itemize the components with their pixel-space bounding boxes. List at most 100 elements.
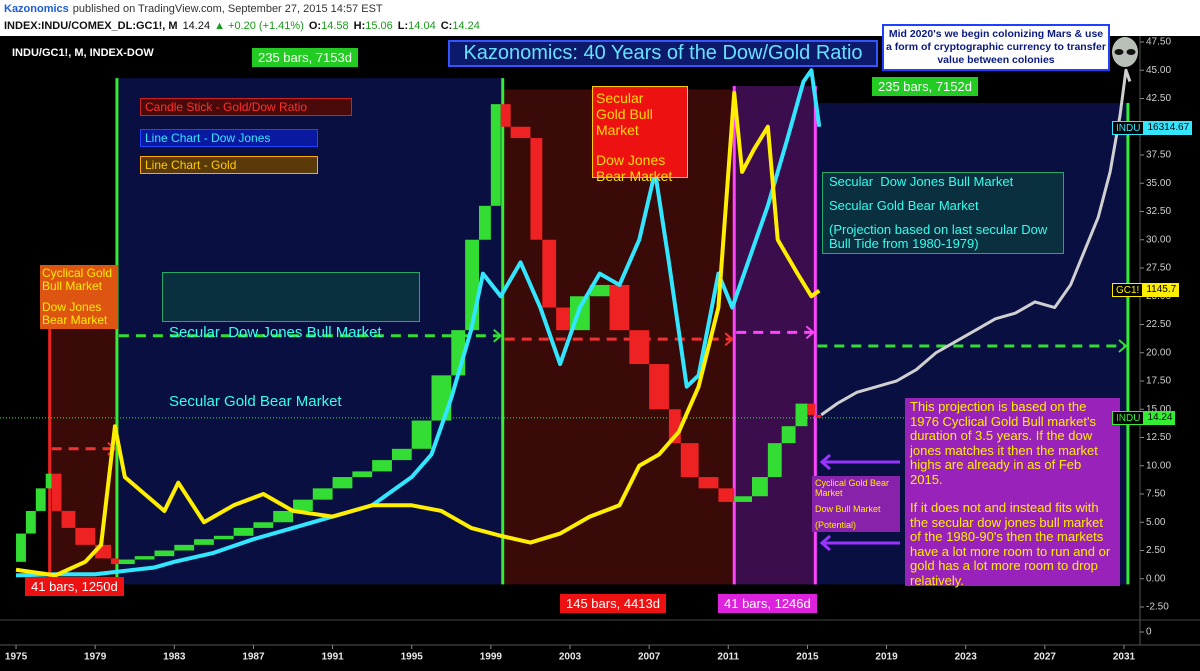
close-label: C: (441, 20, 453, 32)
x-tick-label: 2027 (1034, 652, 1057, 663)
alien-head (1112, 37, 1138, 67)
high-label: H: (354, 20, 366, 32)
series-line (820, 68, 1132, 417)
price-label: INDU 14.24 (1112, 410, 1176, 425)
note-text: Cyclical Gold Bull Market (42, 266, 113, 293)
legend-entry: Candle Stick - Gold/Dow Ratio (140, 98, 352, 116)
price-label: GC1! 1145.7 (1112, 283, 1180, 297)
candle (312, 488, 333, 500)
candle (815, 414, 822, 418)
y-tick-label: 10.00 (1146, 460, 1171, 471)
price-symbol: GC1! (1112, 283, 1144, 297)
candle (609, 284, 630, 331)
price-symbol: INDU (1112, 410, 1145, 425)
close: 14.24 (452, 20, 480, 32)
candle (649, 364, 669, 410)
candle (25, 510, 36, 534)
x-tick-label: 2003 (559, 652, 582, 663)
note-box: Secular Gold Bull Market Dow Jones Bear … (592, 86, 688, 184)
candle (35, 488, 46, 511)
y-tick-label: 7.50 (1146, 489, 1166, 500)
note-text: Dow Jones Bear Market (42, 300, 108, 327)
candle (680, 443, 699, 478)
level-arrow (805, 325, 815, 340)
candle (332, 477, 353, 489)
y-tick-label: 47.50 (1146, 37, 1171, 48)
candle (233, 527, 254, 536)
x-tick-label: 2011 (717, 652, 739, 663)
y-tick-label: 35.00 (1146, 178, 1171, 189)
candle (795, 403, 808, 427)
y-tick-label: -2.50 (1146, 602, 1169, 613)
last-price: 14.24 (183, 20, 211, 32)
candle (589, 284, 610, 297)
candle (352, 471, 373, 478)
bars-note: 41 bars, 1250d (25, 577, 124, 596)
candle (478, 205, 491, 240)
alien-icon (1112, 37, 1138, 67)
series-line (15, 68, 822, 578)
candle (51, 473, 62, 511)
note-box: Secular Dow Jones Bull Market Secular Go… (822, 172, 1064, 254)
y-tick-label: 42.50 (1146, 93, 1171, 104)
y-tick-label: 45.00 (1146, 65, 1171, 76)
candle (411, 420, 432, 449)
candle (530, 138, 543, 240)
candle (293, 499, 313, 511)
y-tick-label: 27.50 (1146, 263, 1171, 274)
level-arrow (493, 329, 503, 343)
candle (767, 443, 782, 478)
note-text: Secular Gold Bear Market (169, 393, 342, 410)
candle (213, 535, 234, 540)
note-text: Secular Gold Bear Market (829, 198, 979, 213)
x-tick-label: 1979 (84, 652, 107, 663)
bars-note: 41 bars, 1246d (718, 594, 817, 613)
level-arrow (1118, 339, 1128, 353)
candle (174, 544, 195, 551)
x-tick-label: 2015 (796, 652, 819, 663)
candle (542, 239, 557, 308)
candle (194, 539, 214, 545)
chart-label: INDU/GC1!, M, INDEX-DOW (12, 47, 154, 59)
x-tick-label: 1987 (242, 652, 265, 663)
price-value: 1145.7 (1143, 283, 1180, 297)
price-label: INDU 16314.67 (1112, 121, 1193, 135)
alien-eye (1114, 49, 1124, 55)
price-value: 16314.67 (1144, 121, 1193, 135)
x-tick-label: 1999 (480, 652, 503, 663)
candle (781, 426, 796, 444)
candle (734, 496, 753, 502)
note-text: If it does not and instead fits with the… (910, 500, 1111, 588)
note-text: (Projection based on last secular Dow Bu… (829, 222, 1048, 251)
price-value: 14.24 (1144, 410, 1176, 425)
note-text: (Potential) (815, 520, 857, 530)
note-text: Secular Dow Jones Bull Market (169, 324, 382, 341)
low: 14.04 (408, 20, 436, 32)
note-box: Cyclical Gold Bear Market Dow Bull Marke… (812, 476, 900, 532)
note-text: Cyclical Gold Bear Market (815, 478, 890, 498)
candle (134, 556, 155, 560)
open-label: O: (309, 20, 321, 32)
candle (273, 510, 294, 523)
candle (45, 473, 52, 489)
x-tick-label: 1975 (5, 652, 28, 663)
y-tick-label: 17.50 (1146, 376, 1171, 387)
mars-note: Mid 2020's we begin colonizing Mars & us… (882, 24, 1110, 71)
arrow-head (819, 534, 831, 552)
header-line-1: Kazonomics published on TradingView.com, … (4, 3, 383, 15)
arrows (819, 453, 900, 552)
candle (510, 126, 531, 139)
candle (372, 460, 392, 472)
candle (500, 104, 511, 127)
candle (61, 510, 76, 528)
candle (110, 558, 119, 565)
note-box: Secular Dow Jones Bull Market Secular Go… (162, 272, 420, 410)
low-label: L: (398, 20, 408, 32)
x-tick-label: 2019 (875, 652, 898, 663)
candle (718, 488, 735, 502)
lower-y-tick-label: 0 (1146, 627, 1152, 638)
candle (629, 330, 650, 365)
candle (556, 307, 570, 331)
y-tick-label: 15.00 (1146, 404, 1171, 415)
